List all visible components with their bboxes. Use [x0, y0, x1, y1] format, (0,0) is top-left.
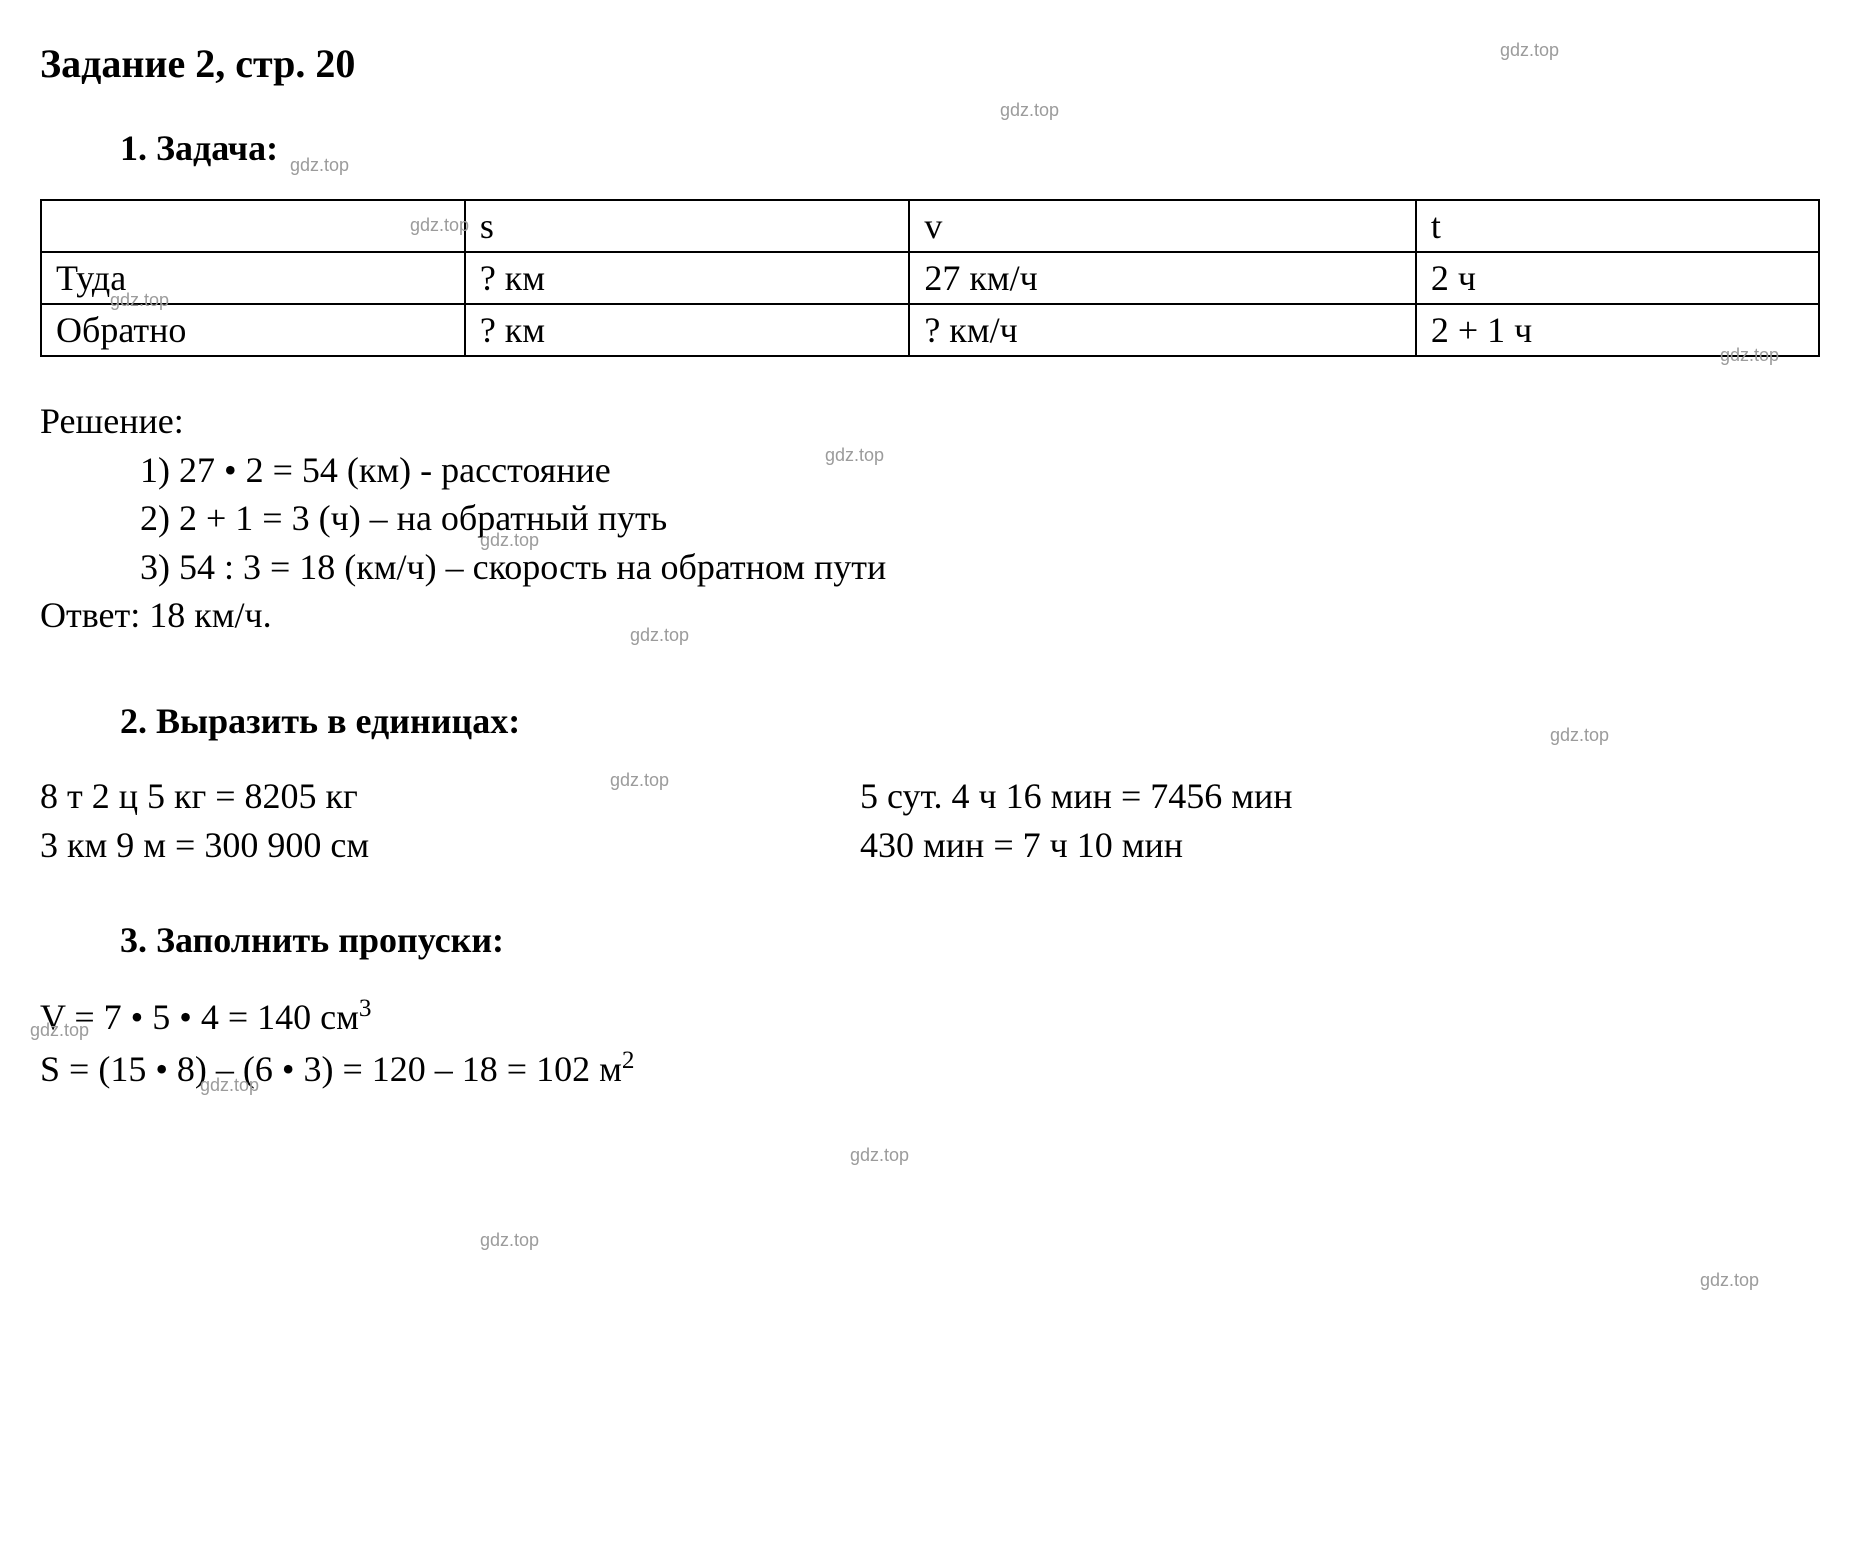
table-cell: 2 + 1 ч [1416, 304, 1819, 356]
watermark: gdz.top [1700, 1270, 1759, 1291]
table-cell: t [1416, 200, 1819, 252]
section2-heading: 2. Выразить в единицах: [40, 700, 1825, 742]
unit-line: 3 км 9 м = 300 900 см [40, 821, 860, 870]
table-cell: Туда [41, 252, 465, 304]
formula-sup: 3 [359, 995, 372, 1022]
table-row: Туда ? км 27 км/ч 2 ч [41, 252, 1819, 304]
unit-line: 5 сут. 4 ч 16 мин = 7456 мин [860, 772, 1825, 821]
formula-prefix: V = 7 • 5 • 4 = 140 см [40, 997, 359, 1037]
problem-table: s v t Туда ? км 27 км/ч 2 ч Обратно ? км… [40, 199, 1820, 357]
solution-step: 2) 2 + 1 = 3 (ч) – на обратный путь [140, 494, 1825, 543]
watermark: gdz.top [480, 1230, 539, 1251]
solution-steps: 1) 27 • 2 = 54 (км) - расстояние 2) 2 + … [40, 446, 1825, 592]
solution-step: 1) 27 • 2 = 54 (км) - расстояние [140, 446, 1825, 495]
formula-sup: 2 [622, 1047, 635, 1074]
watermark: gdz.top [850, 1145, 909, 1166]
table-cell: ? км [465, 252, 910, 304]
formula-line: S = (15 • 8) – (6 • 3) = 120 – 18 = 102 … [40, 1043, 1825, 1094]
table-cell: s [465, 200, 910, 252]
solution-label: Решение: [40, 397, 1825, 446]
unit-line: 430 мин = 7 ч 10 мин [860, 821, 1825, 870]
watermark: gdz.top [1000, 100, 1059, 121]
table-cell: Обратно [41, 304, 465, 356]
formula-line: V = 7 • 5 • 4 = 140 см3 [40, 991, 1825, 1042]
answer-line: Ответ: 18 км/ч. [40, 591, 1825, 640]
section1-heading: 1. Задача: [40, 127, 1825, 169]
table-row: Обратно ? км ? км/ч 2 + 1 ч [41, 304, 1819, 356]
section3-heading: 3. Заполнить пропуски: [40, 919, 1825, 961]
unit-line: 8 т 2 ц 5 кг = 8205 кг [40, 772, 860, 821]
solution-step: 3) 54 : 3 = 18 (км/ч) – скорость на обра… [140, 543, 1825, 592]
table-cell: ? км/ч [909, 304, 1416, 356]
page-title: Задание 2, стр. 20 [40, 40, 1825, 87]
formula-prefix: S = (15 • 8) – (6 • 3) = 120 – 18 = 102 … [40, 1049, 622, 1089]
unit-left-column: 8 т 2 ц 5 кг = 8205 кг 3 км 9 м = 300 90… [40, 772, 860, 869]
table-cell: v [909, 200, 1416, 252]
table-cell [41, 200, 465, 252]
table-row: s v t [41, 200, 1819, 252]
table-cell: 2 ч [1416, 252, 1819, 304]
solution-block: Решение: 1) 27 • 2 = 54 (км) - расстояни… [40, 397, 1825, 640]
unit-right-column: 5 сут. 4 ч 16 мин = 7456 мин 430 мин = 7… [860, 772, 1825, 869]
table-cell: ? км [465, 304, 910, 356]
fill-blanks-block: V = 7 • 5 • 4 = 140 см3 S = (15 • 8) – (… [40, 991, 1825, 1094]
unit-conversion-block: 8 т 2 ц 5 кг = 8205 кг 3 км 9 м = 300 90… [40, 772, 1825, 869]
table-cell: 27 км/ч [909, 252, 1416, 304]
